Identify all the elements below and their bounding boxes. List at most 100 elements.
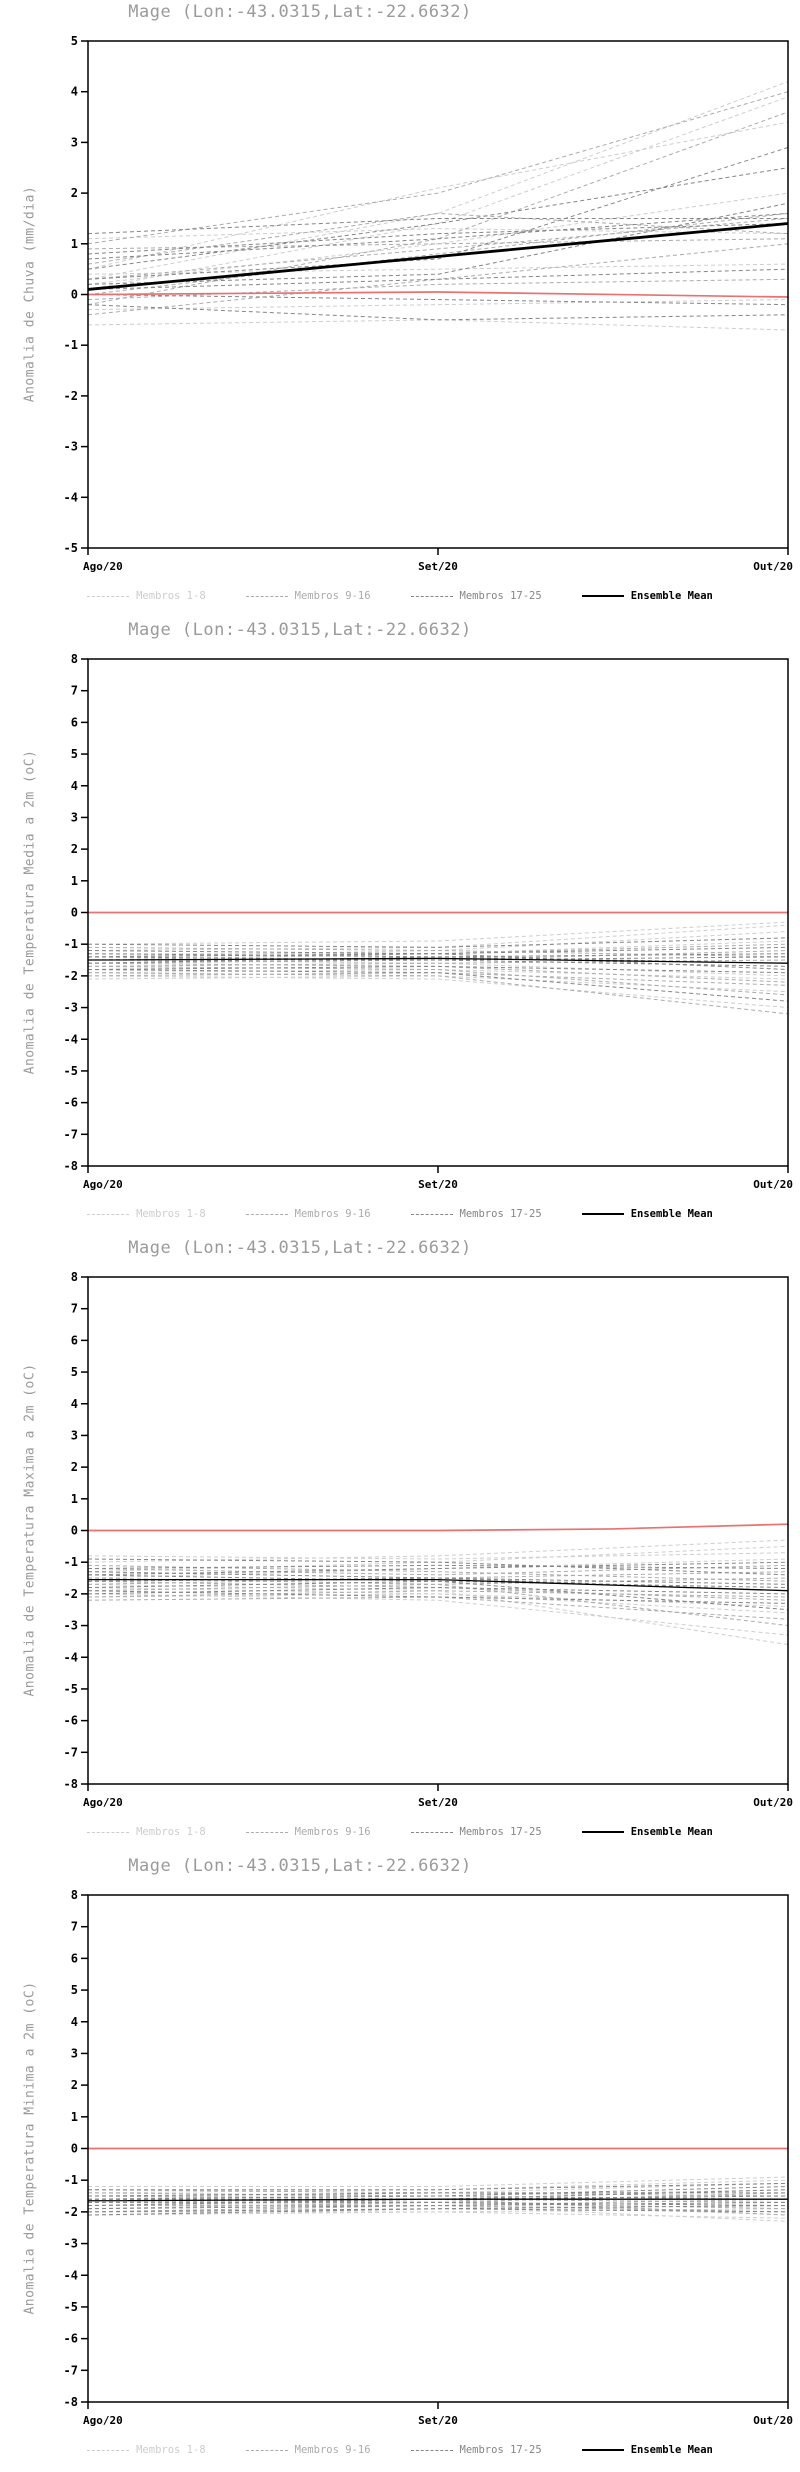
y-tick-label: -3 bbox=[64, 1619, 78, 1633]
member-line bbox=[87, 969, 789, 1002]
member-line bbox=[87, 212, 789, 260]
member-line bbox=[87, 228, 789, 240]
y-tick-label: 1 bbox=[71, 237, 78, 251]
y-tick-label: 7 bbox=[71, 1920, 78, 1934]
plot-area-temp-minima: -8 -7 -6 -5 -4 -3 -2 -1 0 1 2 3 4 5 6 7 8 Ago/20 Set/20 Out… bbox=[64, 1888, 793, 2427]
y-tick-label: -7 bbox=[64, 2363, 78, 2377]
y-tick-label: -1 bbox=[64, 2173, 78, 2187]
x-tick-label: Set/20 bbox=[418, 1178, 458, 1191]
y-tick-label: -5 bbox=[64, 541, 78, 555]
legend-line-sample bbox=[245, 2449, 288, 2451]
legend-item-membros-1-8: Membros 1-8 bbox=[87, 1826, 206, 1838]
chart-section-temp-maxima: Mage (Lon:-43.0315,Lat:-22.6632) Anomali… bbox=[0, 1236, 800, 1854]
legend-item-membros-17-25: Membros 17-25 bbox=[410, 1826, 542, 1838]
legend-item-membros-17-25: Membros 17-25 bbox=[410, 2444, 542, 2456]
member-line bbox=[87, 1561, 789, 1576]
member-line bbox=[87, 299, 789, 311]
chart-title: Mage (Lon:-43.0315,Lat:-22.6632) bbox=[128, 2, 472, 22]
ensemble-mean-line bbox=[87, 222, 789, 291]
y-tick-label: 2 bbox=[71, 842, 78, 856]
member-line bbox=[87, 268, 789, 290]
legend-label: Ensemble Mean bbox=[630, 1826, 713, 1838]
y-tick-label: 0 bbox=[71, 288, 78, 302]
member-line bbox=[87, 1587, 789, 1595]
y-tick-label: 1 bbox=[71, 2110, 78, 2124]
y-tick-label: 0 bbox=[71, 906, 78, 920]
member-line bbox=[87, 319, 789, 331]
legend-item-membros-17-25: Membros 17-25 bbox=[410, 1208, 542, 1220]
y-tick-label: -2 bbox=[64, 1587, 78, 1601]
x-tick-label: Out/20 bbox=[753, 560, 793, 573]
member-line bbox=[87, 2208, 789, 2213]
member-line bbox=[87, 2186, 789, 2200]
member-line bbox=[87, 2201, 789, 2210]
legend-item-ensemble-mean: Ensemble Mean bbox=[581, 590, 713, 602]
member-line bbox=[87, 965, 789, 974]
member-line bbox=[87, 278, 789, 301]
legend-line-sample bbox=[410, 1213, 453, 1215]
legend-line-sample bbox=[410, 2449, 453, 2451]
x-tick-label: Set/20 bbox=[418, 560, 458, 573]
member-line bbox=[87, 1564, 789, 1576]
y-tick-label: 5 bbox=[71, 1365, 78, 1379]
member-line bbox=[87, 91, 789, 245]
legend-label: Membros 17-25 bbox=[459, 2444, 542, 2456]
y-tick-label: -4 bbox=[64, 490, 78, 504]
legend-item-membros-1-8: Membros 1-8 bbox=[87, 1208, 206, 1220]
y-tick-label: -6 bbox=[64, 1714, 78, 1728]
member-line bbox=[87, 1593, 789, 1636]
legend-item-membros-1-8: Membros 1-8 bbox=[87, 590, 206, 602]
y-tick-label: 6 bbox=[71, 1951, 78, 1965]
y-tick-label: 8 bbox=[71, 652, 78, 666]
member-line bbox=[87, 304, 789, 321]
y-tick-label: 0 bbox=[71, 2142, 78, 2156]
zero-line bbox=[87, 291, 789, 298]
legend-item-membros-9-16: Membros 9-16 bbox=[245, 2444, 371, 2456]
y-tick-label: 3 bbox=[71, 2046, 78, 2060]
member-line bbox=[87, 294, 789, 306]
legend-item-membros-9-16: Membros 9-16 bbox=[245, 1208, 371, 1220]
legend: Membros 1-8 Membros 9-16 Membros 17-25 E… bbox=[0, 1208, 800, 1220]
plot-area-precipitation: -5 -4 -3 -2 -1 0 1 2 3 4 5 Ago/20 Set/20 Out/20 bbox=[64, 34, 793, 573]
legend: Membros 1-8 Membros 9-16 Membros 17-25 E… bbox=[0, 1826, 800, 1838]
member-line bbox=[87, 202, 789, 285]
member-line bbox=[87, 81, 789, 280]
y-tick-label: 2 bbox=[71, 1460, 78, 1474]
y-tick-label: 7 bbox=[71, 1302, 78, 1316]
legend-line-sample bbox=[87, 1831, 130, 1833]
legend: Membros 1-8 Membros 9-16 Membros 17-25 E… bbox=[0, 590, 800, 602]
member-line bbox=[87, 1552, 789, 1560]
legend-label: Membros 9-16 bbox=[294, 2444, 371, 2456]
y-tick-label: -5 bbox=[64, 2300, 78, 2314]
ensemble-mean-line bbox=[87, 957, 789, 964]
legend-line-sample bbox=[581, 2449, 624, 2451]
legend-item-membros-17-25: Membros 17-25 bbox=[410, 590, 542, 602]
legend-item-ensemble-mean: Ensemble Mean bbox=[581, 1208, 713, 1220]
y-tick-label: -5 bbox=[64, 1064, 78, 1078]
legend-line-sample bbox=[581, 1213, 624, 1215]
legend-label: Membros 17-25 bbox=[459, 1208, 542, 1220]
y-tick-label: -3 bbox=[64, 440, 78, 454]
member-line bbox=[87, 2179, 789, 2194]
x-tick-label: Out/20 bbox=[753, 2414, 793, 2427]
y-tick-label: 4 bbox=[71, 85, 78, 99]
y-tick-label: 0 bbox=[71, 1524, 78, 1538]
zero-line bbox=[88, 1523, 789, 1532]
member-line bbox=[87, 167, 789, 270]
member-line bbox=[88, 2176, 789, 2188]
member-line bbox=[87, 212, 789, 295]
y-tick-label: -1 bbox=[64, 1555, 78, 1569]
member-line bbox=[87, 975, 789, 993]
y-tick-label: -2 bbox=[64, 389, 78, 403]
legend-label: Membros 1-8 bbox=[136, 1826, 206, 1838]
y-tick-label: -3 bbox=[64, 2237, 78, 2251]
member-line bbox=[87, 1564, 789, 1582]
y-tick-label: 8 bbox=[71, 1888, 78, 1902]
x-tick-label: Ago/20 bbox=[83, 2414, 123, 2427]
chart-title: Mage (Lon:-43.0315,Lat:-22.6632) bbox=[128, 1856, 472, 1876]
y-tick-label: 7 bbox=[71, 684, 78, 698]
y-tick-label: 3 bbox=[71, 810, 78, 824]
y-tick-label: -3 bbox=[64, 1001, 78, 1015]
y-tick-label: 1 bbox=[71, 874, 78, 888]
